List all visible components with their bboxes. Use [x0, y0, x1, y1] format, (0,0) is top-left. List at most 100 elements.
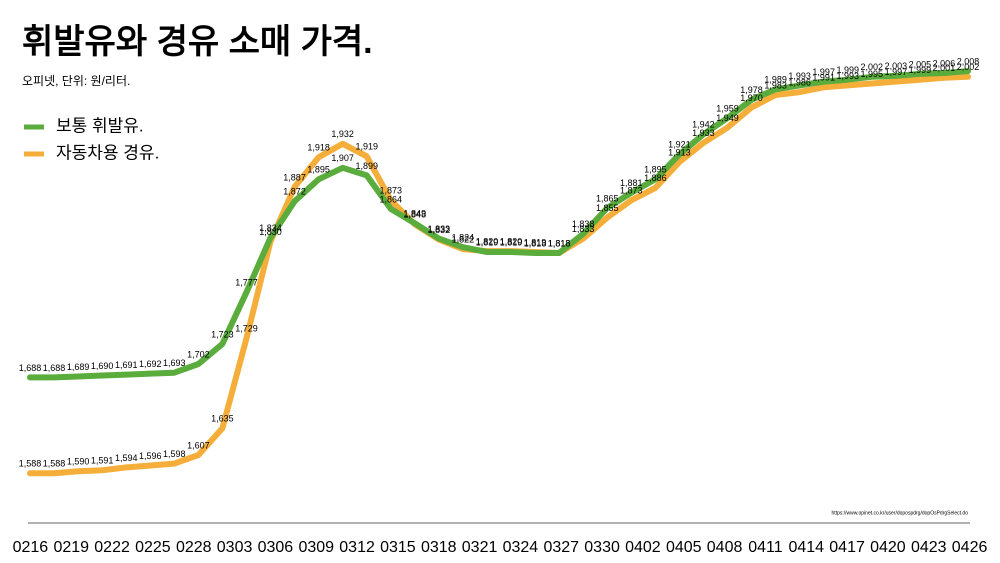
x-tick-label: 0420 [870, 539, 906, 556]
data-label: 1,919 [355, 142, 378, 152]
x-tick-label: 0315 [380, 539, 416, 556]
data-label: 1,999 [836, 65, 859, 75]
data-label: 1,596 [139, 451, 162, 461]
data-label: 1,899 [355, 161, 378, 171]
data-label: 1,820 [476, 236, 499, 246]
x-tick-label: 0330 [584, 539, 620, 556]
data-label: 1,932 [331, 129, 354, 139]
data-label: 1,824 [452, 233, 475, 243]
data-label: 1,777 [235, 278, 258, 288]
data-label: 1,838 [572, 219, 595, 229]
data-label: 1,872 [283, 187, 306, 197]
data-label: 1,933 [692, 128, 715, 138]
data-label: 1,895 [644, 165, 667, 175]
x-tick-label: 0219 [53, 539, 89, 556]
data-label: 1,818 [548, 238, 571, 248]
data-label: 1,689 [67, 362, 90, 372]
data-label: 1,913 [668, 147, 691, 157]
x-tick-label: 0324 [503, 539, 539, 556]
series-line [27, 68, 971, 381]
data-label: 1,690 [91, 361, 114, 371]
data-label: 1,818 [548, 238, 571, 248]
data-label: 1,864 [380, 194, 403, 204]
data-label: 1,692 [139, 359, 162, 369]
data-label: 1,881 [620, 178, 643, 188]
data-label: 1,818 [524, 238, 547, 248]
data-label: 1,942 [692, 120, 715, 130]
data-label: 1,986 [788, 78, 811, 88]
data-label: 1,693 [163, 358, 186, 368]
data-label: 1,997 [885, 67, 908, 77]
data-label: 1,949 [716, 113, 739, 123]
x-tick-label: 0321 [462, 539, 498, 556]
x-tick-label: 0222 [94, 539, 130, 556]
data-label: 1,588 [43, 459, 66, 469]
data-label: 1,873 [380, 186, 403, 196]
data-label: 1,907 [331, 153, 354, 163]
x-tick-label: 0306 [258, 539, 294, 556]
data-label: 1,873 [620, 186, 643, 196]
data-label: 1,997 [812, 67, 835, 77]
data-label: 1,887 [283, 172, 306, 182]
data-label: 2,002 [957, 62, 980, 72]
legend-label: 자동차용 경유. [56, 143, 159, 162]
data-label: 1,978 [740, 85, 763, 95]
data-label: 1,833 [572, 224, 595, 234]
data-label: 1,999 [909, 65, 932, 75]
data-label: 1,895 [307, 165, 330, 175]
x-tick-label: 0318 [421, 539, 457, 556]
x-tick-label: 0225 [135, 539, 171, 556]
data-label: 1,607 [187, 440, 210, 450]
data-label: 1,819 [476, 237, 499, 247]
x-tick-label: 0411 [748, 539, 783, 556]
data-label: 1,688 [19, 363, 42, 373]
data-label: 2,003 [885, 61, 908, 71]
data-label: 1,822 [452, 235, 475, 245]
data-label: 1,991 [812, 73, 835, 83]
data-label: 1,833 [428, 224, 451, 234]
data-label: 1,820 [500, 236, 523, 246]
x-tick-label: 0312 [339, 539, 375, 556]
data-label: 1,588 [19, 459, 42, 469]
data-label: 2,001 [933, 63, 956, 73]
data-label: 2,005 [909, 59, 932, 69]
data-label: 1,921 [668, 140, 691, 150]
data-label: 1,819 [524, 237, 547, 247]
data-label: 1,832 [428, 225, 451, 235]
data-label: 1,594 [115, 453, 138, 463]
data-label: 1,983 [764, 80, 787, 90]
data-label: 1,848 [404, 210, 427, 220]
data-label: 1,834 [259, 223, 282, 233]
data-label: 1,849 [404, 209, 427, 219]
data-label: 1,598 [163, 449, 186, 459]
x-tick-label: 0327 [543, 539, 579, 556]
legend-label: 보통 휘발유. [56, 116, 144, 135]
data-label: 1,830 [259, 227, 282, 237]
x-tick-label: 0303 [217, 539, 253, 556]
source: https://www.opinet.co.kr/user/dopospdrg/… [832, 510, 969, 516]
data-label: 2,002 [861, 62, 884, 72]
chart-title: 휘발유와 경유 소매 가격. [22, 23, 373, 61]
data-label: 1,590 [67, 457, 90, 467]
x-tick-label: 0417 [829, 539, 865, 556]
data-label: 1,970 [740, 93, 763, 103]
data-label: 1,723 [211, 329, 234, 339]
x-tick-label: 0414 [788, 539, 824, 556]
data-label: 1,989 [764, 75, 787, 85]
data-label: 1,691 [115, 360, 138, 370]
x-tick-label: 0426 [952, 539, 988, 556]
series-line [27, 73, 971, 477]
data-label: 2,008 [957, 56, 980, 66]
chart-subtitle: 오피넷, 단위: 원/리터. [22, 74, 130, 88]
data-label: 1,865 [596, 193, 619, 203]
data-label: 1,886 [644, 173, 667, 183]
data-label: 1,702 [187, 349, 210, 359]
data-label: 1,993 [836, 71, 859, 81]
data-label: 1,855 [596, 203, 619, 213]
x-tick-label: 0216 [13, 539, 49, 556]
x-tick-label: 0402 [625, 539, 661, 556]
x-tick-label: 0309 [298, 539, 334, 556]
data-label: 1,729 [235, 324, 258, 334]
x-tick-label: 0408 [707, 539, 743, 556]
